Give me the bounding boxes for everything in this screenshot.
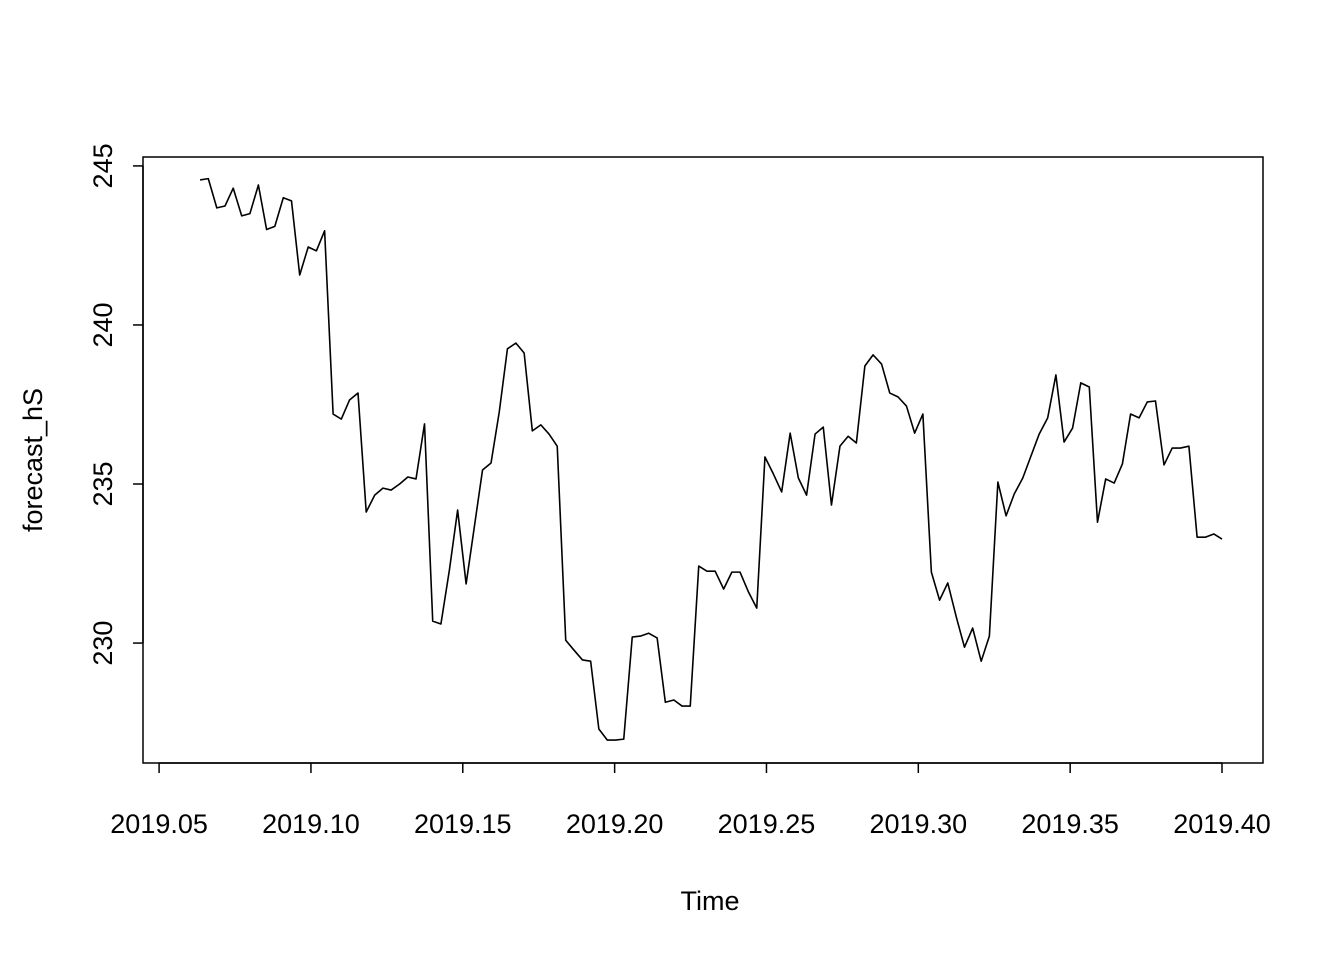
x-tick-label: 2019.05 — [110, 809, 208, 839]
series-line — [199, 177, 1223, 741]
x-tick-label: 2019.25 — [718, 809, 816, 839]
x-tick-label: 2019.35 — [1021, 809, 1119, 839]
y-tick-label: 235 — [88, 461, 118, 506]
x-tick-label: 2019.20 — [566, 809, 664, 839]
y-tick-label: 230 — [88, 621, 118, 666]
y-tick-label: 240 — [88, 302, 118, 347]
x-tick-label: 2019.15 — [414, 809, 512, 839]
x-tick-label: 2019.30 — [870, 809, 968, 839]
x-axis-label: Time — [681, 886, 740, 916]
y-tick-label: 245 — [88, 143, 118, 188]
x-tick-label: 2019.40 — [1173, 809, 1271, 839]
y-axis-label: forecast_hS — [18, 388, 48, 532]
x-tick-label: 2019.10 — [262, 809, 360, 839]
